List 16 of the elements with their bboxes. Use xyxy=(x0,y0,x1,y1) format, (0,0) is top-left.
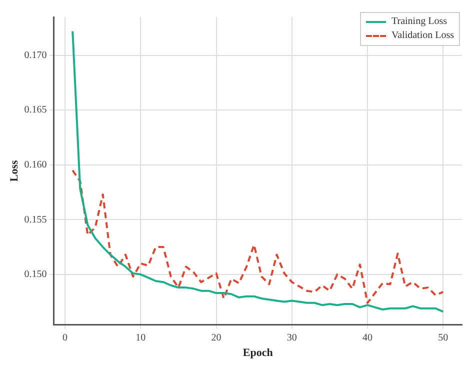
x-tick-label: 0 xyxy=(62,332,68,344)
x-axis-title: Epoch xyxy=(242,347,273,360)
y-tick-label: 0.165 xyxy=(24,104,47,116)
y-tick-label: 0.170 xyxy=(24,50,47,61)
y-tick-label: 0.160 xyxy=(24,160,47,170)
x-tick-label: 50 xyxy=(438,332,448,344)
legend-label: Training Loss xyxy=(392,15,447,29)
y-axis-title: Loss xyxy=(8,159,20,182)
x-tick-label: 20 xyxy=(211,332,222,344)
x-tick-label: 30 xyxy=(286,332,297,344)
line-series xyxy=(72,169,444,304)
x-tick-label: 10 xyxy=(136,332,146,344)
y-tick-label: 0.150 xyxy=(24,269,47,280)
legend-label: Validation Loss xyxy=(392,29,454,43)
x-tick-label: 40 xyxy=(362,332,372,344)
y-tick-label: 0.155 xyxy=(24,214,47,226)
